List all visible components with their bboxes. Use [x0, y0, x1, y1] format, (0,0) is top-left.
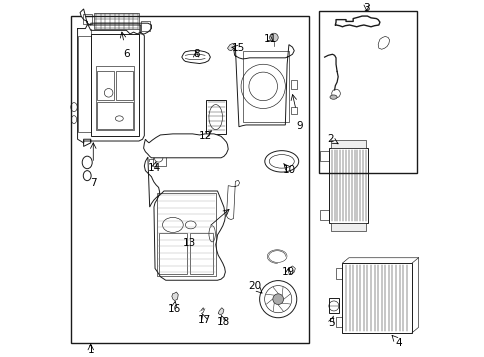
Text: 13: 13	[182, 238, 196, 248]
Bar	[330, 223, 365, 231]
Bar	[91, 34, 139, 136]
Bar	[156, 193, 215, 276]
Text: 3: 3	[363, 3, 369, 13]
Circle shape	[272, 294, 283, 305]
Bar	[71, 16, 308, 343]
Bar	[335, 268, 342, 279]
Bar	[330, 140, 365, 148]
Polygon shape	[182, 51, 210, 64]
Text: 10: 10	[282, 165, 295, 175]
Polygon shape	[226, 180, 239, 220]
Bar	[318, 11, 417, 173]
Text: 2: 2	[327, 134, 333, 144]
Ellipse shape	[83, 171, 91, 181]
Bar	[328, 148, 367, 223]
Ellipse shape	[82, 156, 92, 169]
Polygon shape	[143, 134, 228, 158]
Circle shape	[269, 33, 278, 42]
Text: 16: 16	[167, 304, 180, 314]
Bar	[94, 13, 139, 29]
Bar	[328, 298, 338, 313]
Bar	[319, 210, 328, 220]
Polygon shape	[227, 44, 234, 51]
Ellipse shape	[329, 95, 336, 99]
Bar	[242, 51, 288, 122]
Text: 9: 9	[296, 121, 302, 131]
Text: 17: 17	[197, 315, 211, 325]
Bar	[116, 71, 132, 100]
Bar	[83, 14, 91, 24]
Text: 15: 15	[231, 43, 244, 53]
Polygon shape	[233, 45, 294, 127]
Text: 18: 18	[217, 317, 230, 327]
Text: 12: 12	[198, 131, 211, 141]
Polygon shape	[171, 292, 178, 301]
Polygon shape	[80, 9, 151, 34]
Text: 19: 19	[281, 267, 294, 277]
Bar	[152, 149, 166, 166]
Text: 11: 11	[263, 34, 276, 44]
Bar	[290, 80, 297, 89]
Bar	[77, 36, 91, 132]
Text: 7: 7	[90, 178, 96, 188]
Polygon shape	[378, 36, 389, 49]
Bar	[189, 233, 212, 274]
Bar	[206, 100, 225, 134]
Bar	[290, 107, 297, 114]
Bar	[140, 21, 150, 31]
Text: 8: 8	[192, 49, 199, 59]
Text: 4: 4	[395, 338, 401, 348]
Text: 20: 20	[248, 281, 261, 291]
Text: 14: 14	[148, 163, 161, 173]
Text: 1: 1	[87, 345, 94, 355]
Polygon shape	[287, 266, 295, 274]
Text: 5: 5	[327, 318, 333, 328]
Bar	[158, 233, 187, 274]
Polygon shape	[218, 308, 224, 315]
Bar	[96, 66, 133, 130]
Text: 6: 6	[123, 49, 130, 59]
Bar	[97, 71, 114, 100]
Bar	[342, 263, 411, 333]
Bar	[335, 317, 342, 327]
Bar	[97, 102, 132, 129]
Bar	[319, 151, 328, 161]
Polygon shape	[144, 157, 225, 280]
